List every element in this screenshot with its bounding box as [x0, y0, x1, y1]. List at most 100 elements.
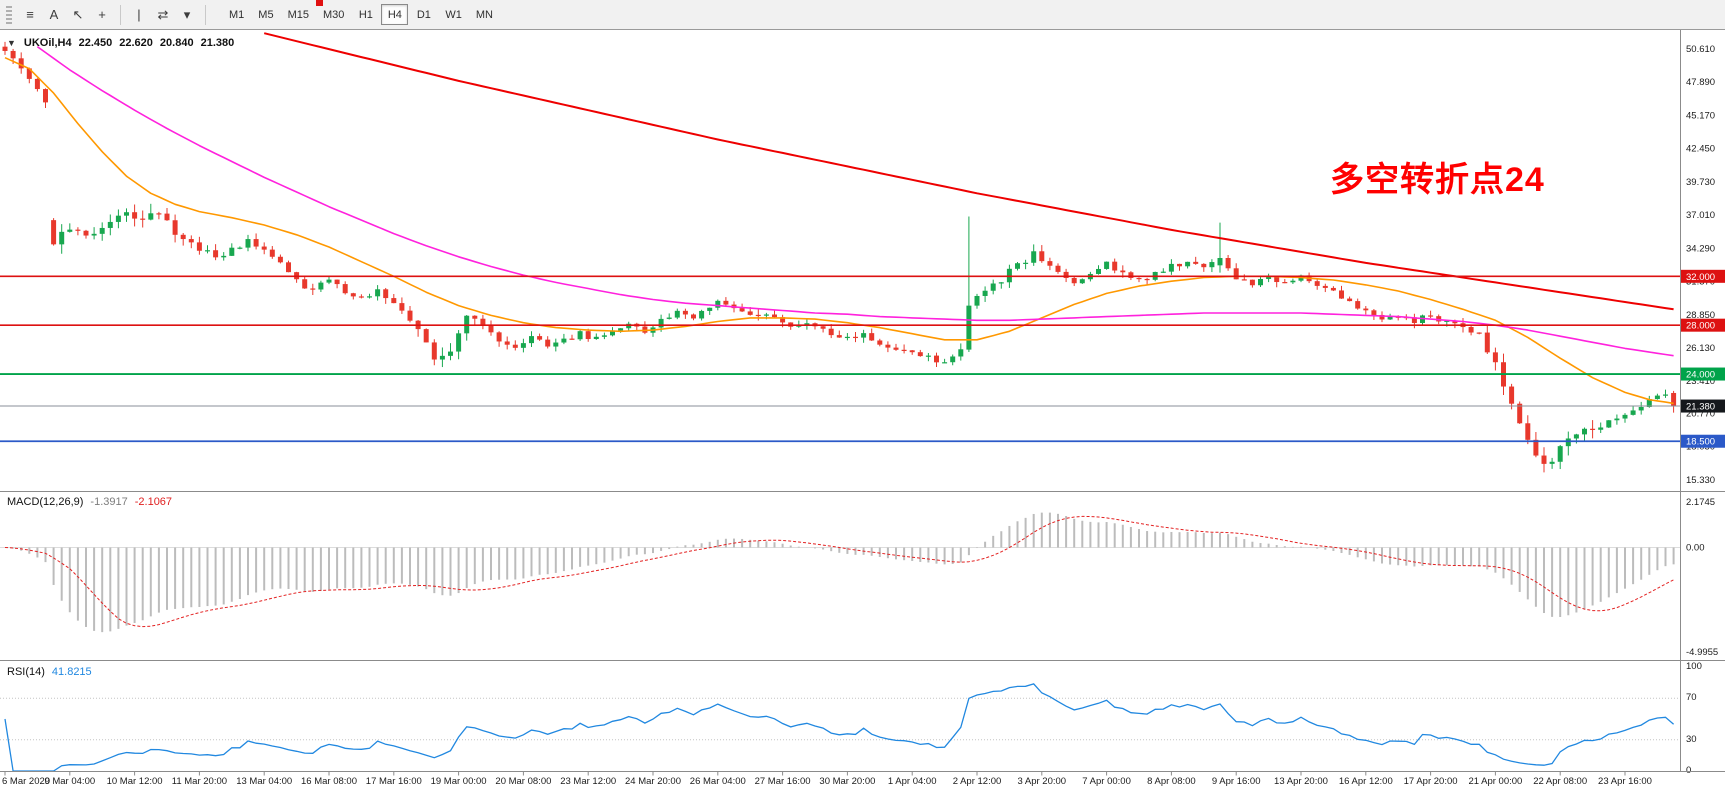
toolbar-separator	[205, 4, 206, 25]
svg-text:18.500: 18.500	[1686, 437, 1715, 448]
svg-text:8 Apr 08:00: 8 Apr 08:00	[1147, 776, 1196, 787]
svg-text:23 Mar 12:00: 23 Mar 12:00	[560, 776, 616, 787]
svg-text:17 Mar 16:00: 17 Mar 16:00	[366, 776, 422, 787]
timeframe-d1[interactable]: D1	[416, 8, 431, 21]
svg-text:23 Apr 16:00: 23 Apr 16:00	[1598, 776, 1652, 787]
svg-text:9 Mar 04:00: 9 Mar 04:00	[44, 776, 95, 787]
chart-annotation-text: 多空转折点24	[1330, 161, 1545, 199]
svg-text:10 Mar 12:00: 10 Mar 12:00	[107, 776, 163, 787]
crosshair-icon[interactable]: +	[98, 7, 106, 22]
svg-text:100: 100	[1686, 661, 1702, 672]
annotation-text-icon[interactable]: A	[49, 7, 59, 22]
svg-text:7 Apr 00:00: 7 Apr 00:00	[1082, 776, 1131, 787]
svg-text:24 Mar 20:00: 24 Mar 20:00	[625, 776, 681, 787]
svg-text:26 Mar 04:00: 26 Mar 04:00	[690, 776, 746, 787]
ohlc-open: 22.450	[78, 37, 113, 49]
price-level-lines	[0, 275, 1680, 443]
svg-text:11 Mar 20:00: 11 Mar 20:00	[172, 776, 227, 787]
svg-text:32.000: 32.000	[1686, 272, 1715, 283]
toolbar-grip[interactable]	[6, 5, 12, 24]
svg-text:0: 0	[1686, 765, 1691, 776]
svg-text:24.000: 24.000	[1686, 370, 1715, 381]
svg-text:20.770: 20.770	[1686, 408, 1715, 419]
timeframe-mn[interactable]: MN	[475, 8, 493, 21]
svg-text:17 Apr 20:00: 17 Apr 20:00	[1404, 776, 1458, 787]
cursor-icon[interactable]: ↖	[72, 6, 84, 22]
ma-fast-orange-line	[4, 56, 1674, 405]
rsi-title: RSI(14)	[7, 666, 45, 678]
timeframe-m15[interactable]: M15	[287, 8, 309, 21]
svg-text:70: 70	[1686, 692, 1697, 703]
macd-signal-value: -2.1067	[134, 496, 173, 508]
timeframe-toolbar: M1 M5 M15 M30 H1 H4 D1 W1 MN	[223, 4, 499, 25]
svg-text:16 Mar 08:00: 16 Mar 08:00	[301, 776, 357, 787]
svg-text:28.000: 28.000	[1686, 321, 1715, 332]
svg-text:13 Apr 20:00: 13 Apr 20:00	[1274, 776, 1328, 787]
macd-indicator-header: MACD(12,26,9) -1.3917 -2.1067	[7, 496, 172, 508]
cycle-symbols-icon[interactable]: ⇄	[157, 6, 169, 22]
ohlc-high: 22.620	[119, 37, 153, 49]
candles-layer	[2, 41, 1677, 473]
svg-text:42.450: 42.450	[1686, 144, 1715, 155]
rsi-level-lines	[0, 697, 1680, 741]
svg-text:9 Apr 16:00: 9 Apr 16:00	[1212, 776, 1261, 787]
price-axis-badges: 32.000 28.000 24.000 18.500 21.380	[1681, 269, 1725, 448]
svg-text:47.890: 47.890	[1686, 77, 1715, 88]
one-click-trading-icon[interactable]: ▼	[7, 38, 16, 48]
svg-text:39.730: 39.730	[1686, 177, 1715, 188]
svg-text:45.170: 45.170	[1686, 110, 1715, 121]
macd-signal-line	[4, 515, 1674, 628]
svg-text:23.410: 23.410	[1686, 376, 1715, 387]
svg-text:21 Apr 00:00: 21 Apr 00:00	[1468, 776, 1522, 787]
timeframe-m5[interactable]: M5	[258, 8, 274, 21]
toolbar-separator	[120, 4, 121, 25]
svg-text:3 Apr 20:00: 3 Apr 20:00	[1017, 776, 1066, 787]
svg-text:15.330: 15.330	[1686, 475, 1715, 486]
rsi-value: 41.8215	[51, 666, 92, 678]
timeframe-m30[interactable]: M30	[322, 8, 345, 21]
svg-text:22 Apr 08:00: 22 Apr 08:00	[1533, 776, 1587, 787]
symbol-period-label: UKOil,H4	[23, 37, 72, 49]
svg-text:30: 30	[1686, 734, 1697, 745]
svg-text:50.610: 50.610	[1686, 44, 1715, 55]
svg-text:2.1745: 2.1745	[1686, 497, 1715, 508]
svg-text:27 Mar 16:00: 27 Mar 16:00	[755, 776, 811, 787]
svg-text:34.290: 34.290	[1686, 243, 1715, 254]
macd-axis-labels[interactable]: 2.1745 0.00 -4.9955	[1686, 497, 1718, 658]
ma-mid-magenta-line	[36, 46, 1674, 357]
svg-text:1 Apr 04:00: 1 Apr 04:00	[888, 776, 937, 787]
ohlc-close: 21.380	[200, 37, 235, 49]
timeframe-h1[interactable]: H1	[358, 8, 373, 21]
svg-text:28.850: 28.850	[1686, 310, 1715, 321]
svg-text:-4.9955: -4.9955	[1686, 647, 1718, 658]
chart-symbol-header: ▼ UKOil,H4 22.450 22.620 20.840 21.380	[7, 37, 234, 49]
svg-text:30 Mar 20:00: 30 Mar 20:00	[819, 776, 875, 787]
timeframe-h4[interactable]: H4	[381, 4, 409, 25]
svg-text:6 Mar 2020: 6 Mar 2020	[2, 776, 50, 787]
svg-text:20 Mar 08:00: 20 Mar 08:00	[495, 776, 551, 787]
ohlc-low: 20.840	[159, 37, 194, 49]
chart-windows-icon[interactable]: ≡	[26, 7, 34, 22]
clipped-red-icon	[316, 0, 323, 6]
svg-text:26.130: 26.130	[1686, 343, 1715, 354]
macd-main-value: -1.3917	[90, 496, 128, 508]
rsi-axis-labels[interactable]: 100 70 30 0	[1686, 661, 1702, 776]
svg-text:16 Apr 12:00: 16 Apr 12:00	[1339, 776, 1393, 787]
svg-text:0.00: 0.00	[1686, 543, 1705, 554]
timeframe-m1[interactable]: M1	[229, 8, 245, 21]
svg-text:19 Mar 00:00: 19 Mar 00:00	[431, 776, 487, 787]
vertical-line-icon[interactable]: |	[137, 7, 141, 22]
macd-title: MACD(12,26,9)	[7, 496, 84, 508]
svg-text:2 Apr 12:00: 2 Apr 12:00	[953, 776, 1002, 787]
timeframe-w1[interactable]: W1	[445, 8, 462, 21]
dropdown-arrow-icon[interactable]: ▾	[183, 6, 191, 22]
macd-histogram	[12, 512, 1675, 633]
ma-slow-red-line	[263, 32, 1674, 311]
drawing-tools-group: ≡ A ↖ + | ⇄ ▾	[19, 3, 211, 26]
svg-text:21.380: 21.380	[1686, 402, 1715, 413]
toolbar: ≡ A ↖ + | ⇄ ▾ M1 M5 M15 M30 H1 H4 D1 W1 MN	[0, 0, 1725, 30]
svg-text:13 Mar 04:00: 13 Mar 04:00	[236, 776, 292, 787]
